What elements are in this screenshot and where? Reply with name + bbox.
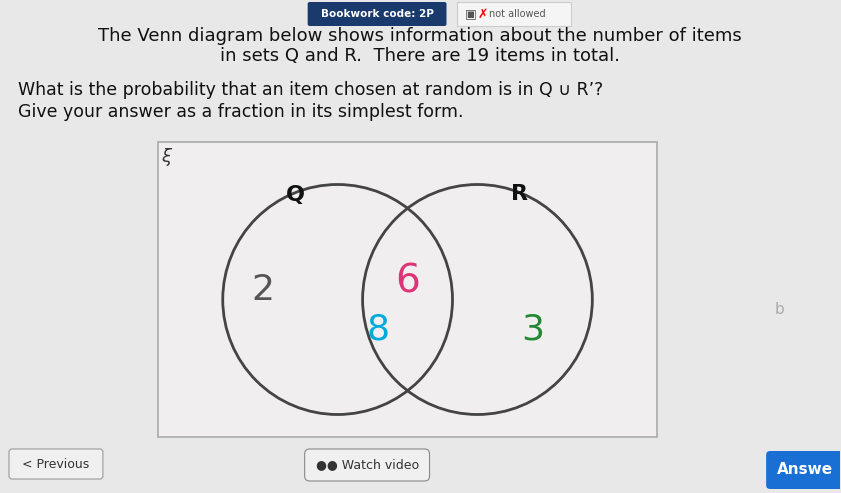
Text: 6: 6 <box>395 262 420 301</box>
Text: 2: 2 <box>251 273 274 307</box>
Text: b: b <box>775 303 784 317</box>
Text: Answe: Answe <box>777 462 833 478</box>
Text: < Previous: < Previous <box>23 458 89 470</box>
Text: Bookwork code: 2P: Bookwork code: 2P <box>320 9 433 19</box>
FancyBboxPatch shape <box>304 449 430 481</box>
Text: ξ: ξ <box>161 148 171 166</box>
Text: in sets Q and R.  There are 19 items in total.: in sets Q and R. There are 19 items in t… <box>220 47 620 65</box>
FancyBboxPatch shape <box>308 2 447 26</box>
Text: 8: 8 <box>366 313 389 347</box>
FancyBboxPatch shape <box>766 451 841 489</box>
Text: What is the probability that an item chosen at random is in Q ∪ R’?: What is the probability that an item cho… <box>18 81 603 99</box>
Text: 3: 3 <box>521 313 544 347</box>
Text: not allowed: not allowed <box>489 9 546 19</box>
Text: ✗: ✗ <box>478 7 488 21</box>
Text: Q: Q <box>286 184 305 205</box>
FancyBboxPatch shape <box>158 142 658 437</box>
Text: R: R <box>511 184 528 205</box>
Text: Give your answer as a fraction in its simplest form.: Give your answer as a fraction in its si… <box>18 103 463 121</box>
Text: ▣: ▣ <box>464 7 476 21</box>
Text: ●● Watch video: ●● Watch video <box>315 458 419 471</box>
FancyBboxPatch shape <box>458 2 571 26</box>
Text: The Venn diagram below shows information about the number of items: The Venn diagram below shows information… <box>98 27 742 45</box>
FancyBboxPatch shape <box>9 449 103 479</box>
